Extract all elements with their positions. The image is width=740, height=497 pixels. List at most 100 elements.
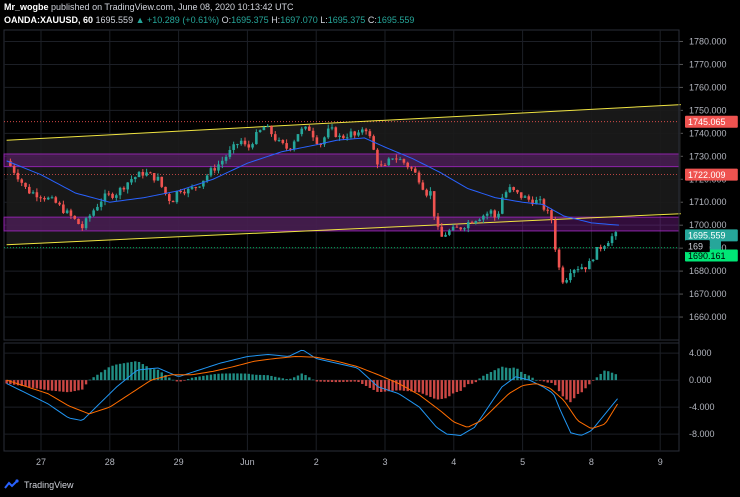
high-label: H: bbox=[271, 15, 281, 25]
candle-body bbox=[436, 216, 440, 227]
price-tick-label: 1730.000 bbox=[689, 151, 727, 161]
candle-body bbox=[349, 131, 353, 138]
x-tick-label: 4 bbox=[451, 457, 456, 467]
tradingview-logo-icon[interactable] bbox=[4, 479, 20, 491]
macd-histogram-bar bbox=[300, 373, 303, 381]
candle-body bbox=[519, 192, 523, 198]
macd-histogram-bar bbox=[410, 380, 413, 392]
macd-histogram-bar bbox=[402, 380, 406, 391]
published-text: published on TradingView.com, June 08, 2… bbox=[51, 2, 294, 12]
macd-histogram-bar bbox=[224, 373, 228, 381]
candle-body bbox=[406, 162, 410, 168]
candle-body bbox=[463, 228, 466, 230]
macd-histogram-bar bbox=[357, 380, 360, 383]
macd-histogram-bar bbox=[277, 377, 281, 381]
candle-body bbox=[247, 144, 251, 148]
macd-histogram-bar bbox=[43, 380, 46, 390]
macd-histogram-bar bbox=[141, 364, 145, 381]
macd-histogram-bar bbox=[88, 379, 92, 381]
candle-body bbox=[46, 197, 50, 200]
price-axis-label: 169 bbox=[685, 240, 710, 253]
macd-histogram-bar bbox=[84, 380, 88, 385]
macd-histogram-bar bbox=[474, 380, 478, 383]
price-tick-label: 1710.000 bbox=[689, 197, 727, 207]
candle-body bbox=[88, 215, 92, 219]
macd-histogram-bar bbox=[20, 380, 23, 386]
candle-body bbox=[266, 126, 269, 128]
candle-body bbox=[54, 197, 58, 203]
candle-body bbox=[133, 177, 137, 180]
macd-histogram-bar bbox=[202, 375, 205, 381]
x-tick-label: 28 bbox=[105, 457, 115, 467]
macd-histogram-bar bbox=[432, 380, 436, 399]
macd-histogram-bar bbox=[258, 374, 262, 381]
symbol-name[interactable]: OANDA:XAUUSD, 60 bbox=[4, 15, 94, 25]
candle-body bbox=[512, 187, 515, 190]
x-tick-label: 2 bbox=[314, 457, 319, 467]
price-tick-label: 1660.000 bbox=[689, 312, 727, 322]
candle-body bbox=[130, 179, 133, 183]
candle-body bbox=[152, 173, 156, 181]
author-name[interactable]: Mr_wogbe bbox=[4, 2, 49, 12]
candle-body bbox=[168, 194, 171, 201]
macd-histogram-bar bbox=[342, 380, 345, 382]
x-tick-label: 3 bbox=[382, 457, 387, 467]
macd-histogram-bar bbox=[417, 380, 421, 393]
x-tick-label: Jun bbox=[240, 457, 255, 467]
candle-body bbox=[62, 204, 65, 213]
macd-histogram-bar bbox=[557, 380, 561, 392]
macd-histogram-bar bbox=[81, 380, 84, 390]
candle-body bbox=[262, 127, 266, 131]
price-axis-label-text: 169 bbox=[688, 241, 703, 251]
macd-histogram-bar bbox=[603, 370, 606, 381]
candle-body bbox=[118, 187, 122, 196]
candle-body bbox=[410, 167, 413, 169]
macd-histogram-bar bbox=[50, 380, 54, 391]
macd-histogram-bar bbox=[118, 363, 122, 381]
macd-histogram-bar bbox=[35, 380, 39, 389]
candle-body bbox=[565, 280, 568, 283]
macd-histogram-bar bbox=[421, 380, 425, 394]
macd-histogram-bar bbox=[319, 380, 322, 382]
macd-histogram-bar bbox=[550, 380, 553, 383]
footer-brand[interactable]: TradingView bbox=[24, 480, 74, 490]
macd-histogram-bar bbox=[243, 373, 247, 381]
candle-body bbox=[308, 126, 311, 131]
open-value: 1695.375 bbox=[231, 15, 269, 25]
price-axis-label: 1690.161 bbox=[685, 249, 738, 262]
macd-histogram-bar bbox=[315, 380, 319, 382]
macd-histogram-bar bbox=[440, 380, 443, 399]
candle-body bbox=[353, 131, 357, 136]
candle-body bbox=[482, 215, 485, 220]
candle-body bbox=[217, 164, 220, 171]
x-tick-label: 29 bbox=[174, 457, 184, 467]
triangle-up-icon: ▲ bbox=[135, 15, 145, 25]
candle-body bbox=[236, 144, 239, 146]
candle-body bbox=[65, 210, 69, 213]
macd-histogram-bar bbox=[610, 372, 614, 381]
macd-histogram-bar bbox=[39, 380, 42, 390]
macd-histogram-bar bbox=[398, 380, 402, 391]
candle-body bbox=[28, 186, 31, 194]
candle-body bbox=[595, 247, 599, 260]
macd-histogram-bar bbox=[520, 371, 523, 381]
macd-histogram-bar bbox=[429, 380, 432, 397]
low-value: 1695.375 bbox=[327, 15, 366, 25]
macd-histogram-bar bbox=[168, 377, 171, 381]
macd-histogram-bar bbox=[595, 377, 599, 381]
candle-body bbox=[92, 210, 95, 216]
macd-histogram-bar bbox=[599, 373, 602, 381]
price-tick-label: 1760.000 bbox=[689, 82, 727, 92]
candle-body bbox=[228, 149, 232, 157]
symbol-line: OANDA:XAUUSD, 60 1695.559 ▲ +10.289 (+0.… bbox=[4, 15, 414, 25]
candle-body bbox=[591, 259, 595, 262]
candle-body bbox=[175, 190, 179, 203]
macd-histogram-bar bbox=[103, 369, 107, 381]
macd-histogram-bar bbox=[232, 373, 235, 381]
macd-histogram-bar bbox=[395, 380, 398, 391]
candle-body bbox=[107, 193, 111, 195]
candle-body bbox=[599, 247, 602, 249]
candle-body bbox=[141, 172, 145, 176]
candle-body bbox=[413, 168, 417, 173]
